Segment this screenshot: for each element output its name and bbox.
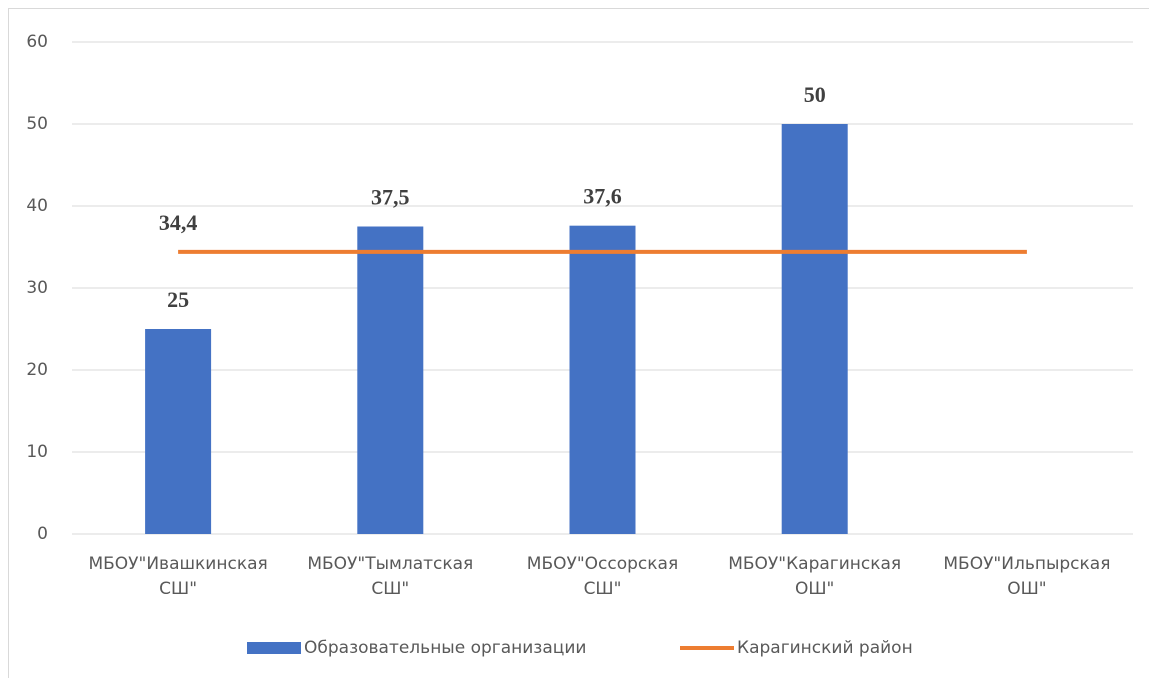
y-tick-label: 60 — [26, 32, 48, 52]
y-tick-label: 10 — [26, 442, 48, 462]
x-tick-label: МБОУ"Тымлатская СШ" — [307, 554, 473, 599]
y-tick-label: 0 — [37, 524, 48, 544]
x-tick-label: МБОУ"Ильпырская ОШ" — [943, 554, 1110, 599]
legend-label: Карагинский район — [737, 638, 913, 658]
bar — [569, 225, 636, 534]
data-label: 50 — [804, 82, 826, 107]
bar — [781, 124, 848, 534]
x-tick-label: МБОУ"Карагинская ОШ" — [728, 554, 901, 599]
bar — [145, 329, 212, 534]
x-tick-label: МБОУ"Ивашкинская СШ" — [88, 554, 267, 599]
legend-label: Образовательные организации — [304, 638, 586, 658]
data-label: 37,6 — [583, 184, 622, 209]
y-tick-label: 20 — [26, 360, 48, 380]
chart-frame — [8, 8, 1149, 678]
data-label: 25 — [167, 287, 189, 312]
bar — [357, 226, 424, 534]
y-tick-label: 50 — [26, 114, 48, 134]
legend-swatch — [247, 642, 301, 654]
data-label: 37,5 — [371, 185, 410, 210]
y-tick-label: 30 — [26, 278, 48, 298]
data-label: 34,4 — [159, 210, 198, 235]
x-tick-label: МБОУ"Оссорская СШ" — [527, 554, 678, 599]
y-tick-label: 40 — [26, 196, 48, 216]
